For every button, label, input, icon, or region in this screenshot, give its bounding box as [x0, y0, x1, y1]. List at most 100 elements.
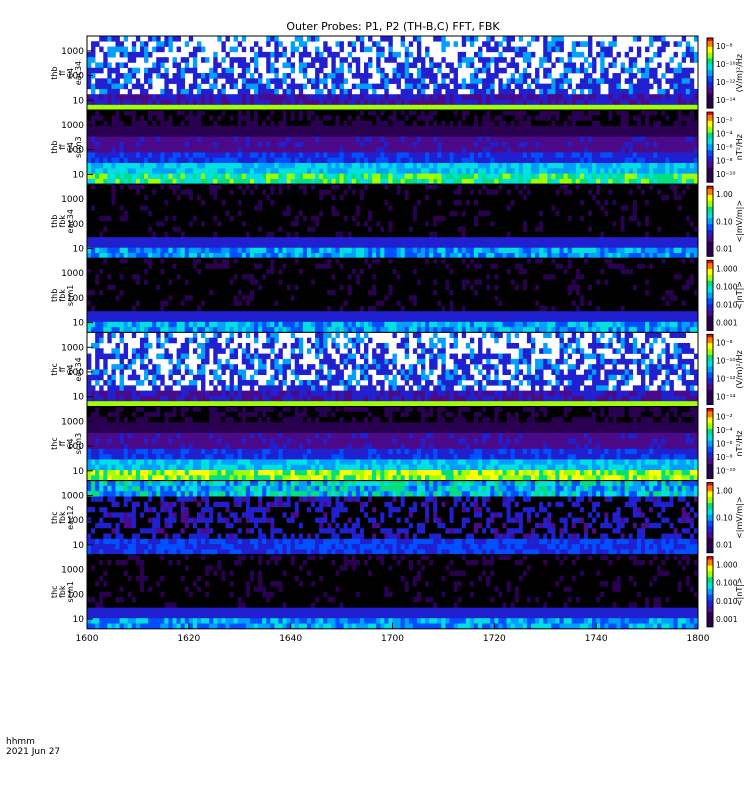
- spectrogram-cell: [127, 104, 133, 111]
- spectrogram-cell: [302, 157, 308, 164]
- spectrogram-cell: [363, 215, 369, 222]
- spectrogram-cell: [530, 194, 536, 201]
- spectrogram-cell: [408, 194, 414, 201]
- spectrogram-cell: [616, 88, 621, 95]
- spectrogram-cell: [461, 200, 467, 206]
- spectrogram-cell: [449, 99, 454, 106]
- spectrogram-cell: [221, 200, 226, 206]
- spectrogram-cell: [404, 131, 410, 137]
- spectrogram-cell: [518, 99, 524, 106]
- spectrogram-cell: [229, 231, 234, 238]
- spectrogram-cell: [490, 200, 495, 206]
- spectrogram-cell: [351, 152, 357, 159]
- spectrogram-cell: [331, 205, 336, 211]
- spectrogram-cell: [115, 215, 120, 222]
- spectrogram-cell: [563, 215, 568, 222]
- spectrogram-cell: [612, 83, 617, 90]
- spectrogram-cell: [217, 173, 222, 180]
- spectrogram-cell: [502, 210, 507, 217]
- spectrogram-cell: [298, 147, 304, 153]
- spectrogram-cell: [412, 131, 418, 137]
- spectrogram-cell: [502, 168, 507, 174]
- spectrogram-cell: [123, 104, 129, 111]
- spectrogram-cell: [632, 57, 638, 63]
- spectrogram-cell: [205, 99, 210, 106]
- spectrogram-cell: [673, 168, 678, 174]
- spectrogram-cell: [221, 131, 226, 137]
- spectrogram-cell: [311, 83, 316, 90]
- spectrogram-cell: [604, 99, 609, 106]
- spectrogram-cell: [559, 178, 564, 185]
- spectrogram-cell: [396, 51, 401, 58]
- spectrogram-cell: [249, 94, 255, 100]
- spectrogram-cell: [478, 67, 483, 74]
- spectrogram-cell: [298, 67, 304, 74]
- spectrogram-cell: [486, 57, 491, 63]
- spectrogram-cell: [657, 189, 662, 196]
- spectrogram-cell: [319, 120, 324, 127]
- spectrogram-cell: [494, 200, 499, 206]
- spectrogram-cell: [302, 215, 308, 222]
- spectrogram-cell: [645, 110, 650, 116]
- spectrogram-cell: [526, 189, 532, 196]
- spectrogram-cell: [535, 67, 540, 74]
- spectrogram-cell: [592, 210, 597, 217]
- spectrogram-cell: [315, 210, 320, 217]
- spectrogram-cell: [213, 147, 218, 153]
- spectrogram-cell: [286, 168, 291, 174]
- spectrogram-cell: [604, 163, 609, 169]
- spectrogram-cell: [400, 62, 406, 69]
- spectrogram-cell: [229, 125, 234, 132]
- spectrogram-cell: [172, 94, 177, 100]
- spectrogram-cell: [335, 78, 340, 84]
- spectrogram-cell: [465, 184, 471, 190]
- spectrogram-cell: [681, 221, 687, 227]
- spectrogram-cell: [608, 226, 613, 233]
- spectrogram-cell: [258, 104, 263, 111]
- spectrogram-cell: [685, 194, 691, 201]
- spectrogram-cell: [233, 210, 239, 217]
- spectrogram-cell: [335, 104, 340, 111]
- spectrogram-cell: [327, 152, 332, 159]
- spectrogram-cell: [673, 205, 678, 211]
- spectrogram-cell: [441, 36, 446, 42]
- spectrogram-cell: [103, 83, 108, 90]
- spectrogram-cell: [376, 189, 381, 196]
- spectrogram-cell: [290, 184, 296, 190]
- spectrogram-cell: [645, 226, 650, 233]
- spectrogram-cell: [290, 157, 296, 164]
- spectrogram-cell: [636, 51, 642, 58]
- spectrogram-cell: [612, 194, 617, 201]
- spectrogram-cell: [547, 205, 552, 211]
- spectrogram-cell: [457, 147, 463, 153]
- spectrogram-cell: [616, 94, 621, 100]
- spectrogram-cell: [164, 41, 169, 47]
- spectrogram-cell: [412, 194, 418, 201]
- spectrogram-cell: [421, 157, 426, 164]
- spectrogram-cell: [478, 88, 483, 95]
- spectrogram-cell: [262, 205, 267, 211]
- spectrogram-cell: [209, 178, 214, 185]
- spectrogram-cell: [685, 226, 691, 233]
- spectrogram-cell: [681, 210, 687, 217]
- spectrogram-cell: [588, 41, 593, 47]
- spectrogram-cell: [217, 215, 222, 222]
- spectrogram-cell: [478, 221, 483, 227]
- spectrogram-cell: [608, 163, 613, 169]
- spectrogram-cell: [258, 88, 263, 95]
- spectrogram-cell: [184, 67, 190, 74]
- spectrogram-cell: [636, 94, 642, 100]
- spectrogram-cell: [131, 147, 137, 153]
- spectrogram-cell: [221, 221, 226, 227]
- spectrogram-cell: [339, 163, 344, 169]
- spectrogram-cell: [196, 152, 202, 159]
- spectrogram-cell: [681, 194, 687, 201]
- spectrogram-cell: [359, 120, 365, 127]
- spectrogram-cell: [681, 125, 687, 132]
- spectrogram-cell: [685, 88, 691, 95]
- spectrogram-cell: [649, 83, 654, 90]
- spectrogram-cell: [311, 120, 316, 127]
- spectrogram-cell: [278, 125, 283, 132]
- spectrogram-cell: [221, 231, 226, 238]
- spectrogram-cell: [392, 221, 397, 227]
